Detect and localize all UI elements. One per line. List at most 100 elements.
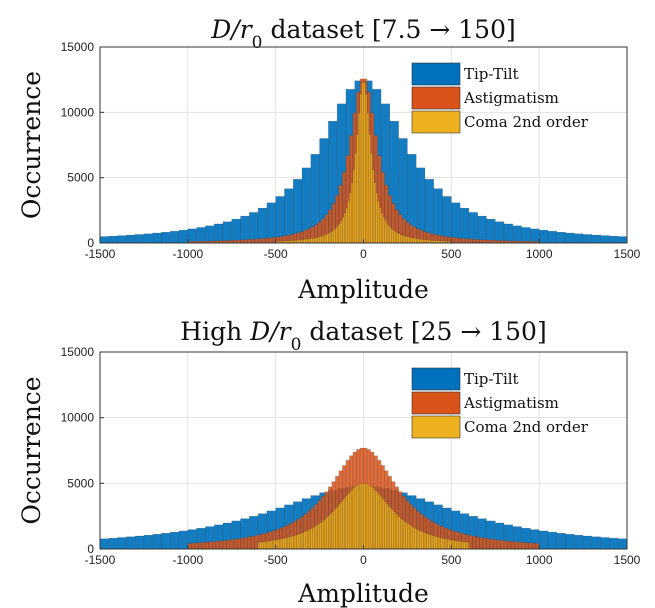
histogram-bar — [222, 221, 232, 244]
histogram-bar — [380, 212, 384, 244]
x-tick-label: 1500 — [614, 553, 641, 567]
histogram-bar — [600, 537, 610, 550]
histogram-bar — [503, 223, 514, 244]
histogram-bar — [354, 486, 357, 550]
histogram-bar — [301, 532, 304, 550]
histogram-bar — [514, 541, 519, 550]
histogram-bar — [307, 238, 310, 244]
legend-item: Coma 2nd order — [411, 110, 589, 134]
x-axis-label: Amplitude — [297, 275, 429, 304]
histogram-bar — [201, 542, 206, 550]
histogram-bar — [530, 228, 540, 244]
histogram-bar — [528, 542, 533, 550]
y-tick-label: 5000 — [67, 476, 94, 490]
histogram-bar — [322, 519, 326, 550]
histogram-bar — [458, 541, 461, 550]
title-variable: D/r — [249, 317, 292, 346]
histogram-bar — [384, 220, 387, 244]
histogram-bar — [430, 534, 433, 550]
histogram-bar — [108, 537, 118, 550]
histogram-bar — [389, 227, 392, 244]
histogram-bar — [351, 182, 354, 244]
title-text: High — [180, 317, 250, 346]
y-tick-label: 0 — [87, 542, 94, 556]
histogram-bar — [375, 192, 378, 244]
x-axis-label: Amplitude — [297, 579, 429, 608]
histogram-bar — [161, 231, 171, 244]
histogram-bar — [264, 541, 268, 550]
histogram-bar — [405, 522, 408, 550]
histogram-bar — [486, 218, 496, 244]
histogram-bar — [298, 533, 301, 550]
histogram-bar — [277, 539, 280, 550]
legend-label: Coma 2nd order — [464, 113, 589, 131]
histogram-bar — [366, 113, 369, 244]
histogram-bar — [271, 237, 276, 244]
histogram-bar — [396, 232, 399, 244]
legend-swatch — [411, 415, 461, 439]
histogram-bar — [565, 534, 575, 550]
legend-item: Astigmatism — [411, 391, 559, 415]
histogram-bar — [345, 495, 348, 550]
histogram-bar — [312, 527, 315, 550]
histogram-bar — [352, 169, 355, 244]
histogram-bar — [321, 521, 324, 550]
histogram-bar — [361, 82, 364, 244]
histogram-bar — [521, 227, 531, 244]
histogram-bar — [479, 537, 484, 550]
histogram-bar — [326, 516, 329, 550]
histogram-bar — [266, 202, 276, 244]
histogram-bar — [414, 528, 417, 550]
x-tick-label: 500 — [441, 553, 461, 567]
histogram-bar — [472, 239, 477, 244]
histogram-bar — [187, 543, 192, 550]
histogram-bar — [410, 237, 413, 244]
histogram-bar — [170, 531, 180, 550]
histogram-bar — [468, 535, 473, 550]
histogram-bar — [591, 234, 601, 244]
histogram-bar — [117, 235, 127, 244]
histogram-bar — [213, 223, 224, 244]
legend-label: Tip-Tilt — [464, 65, 519, 83]
series-coma-2nd-order — [257, 483, 470, 550]
histogram-bar — [445, 538, 449, 550]
histogram-bar — [219, 540, 224, 550]
histogram-bar — [294, 534, 297, 550]
y-tick-label: 0 — [87, 236, 94, 250]
histogram-bar — [438, 537, 441, 550]
histogram-bar — [521, 542, 526, 550]
histogram-bar — [336, 505, 340, 550]
histogram-bar — [291, 535, 294, 550]
histogram-bar — [249, 212, 259, 244]
histogram-bar — [394, 231, 398, 244]
histogram-bar — [407, 236, 410, 244]
histogram-bar — [416, 529, 419, 550]
histogram-bar — [310, 238, 313, 244]
y-tick-label: 5000 — [67, 171, 94, 185]
histogram-bar — [356, 134, 359, 244]
histogram-bar — [493, 539, 498, 550]
histogram-bar — [424, 532, 427, 550]
histogram-bar — [99, 538, 109, 550]
histogram-bar — [356, 485, 359, 550]
histogram-bar — [231, 218, 241, 244]
histogram-bar — [461, 541, 464, 550]
histogram-bar — [459, 541, 463, 550]
histogram-bar — [250, 535, 255, 550]
histogram-bar — [191, 542, 196, 550]
histogram-bar — [319, 236, 322, 244]
legend-swatch — [411, 86, 461, 110]
histogram-bar — [366, 484, 369, 550]
legend-item: Tip-Tilt — [411, 62, 519, 86]
histogram-bar — [517, 541, 522, 550]
histogram-bar — [535, 543, 540, 550]
histogram-bar — [565, 232, 575, 244]
histogram-bar — [426, 533, 429, 550]
histogram-bar — [257, 542, 261, 550]
histogram-bar — [303, 531, 306, 550]
histogram-bar — [126, 536, 136, 550]
histogram-bar — [507, 540, 512, 550]
histogram-bar — [335, 227, 338, 244]
histogram-bar — [345, 207, 348, 244]
